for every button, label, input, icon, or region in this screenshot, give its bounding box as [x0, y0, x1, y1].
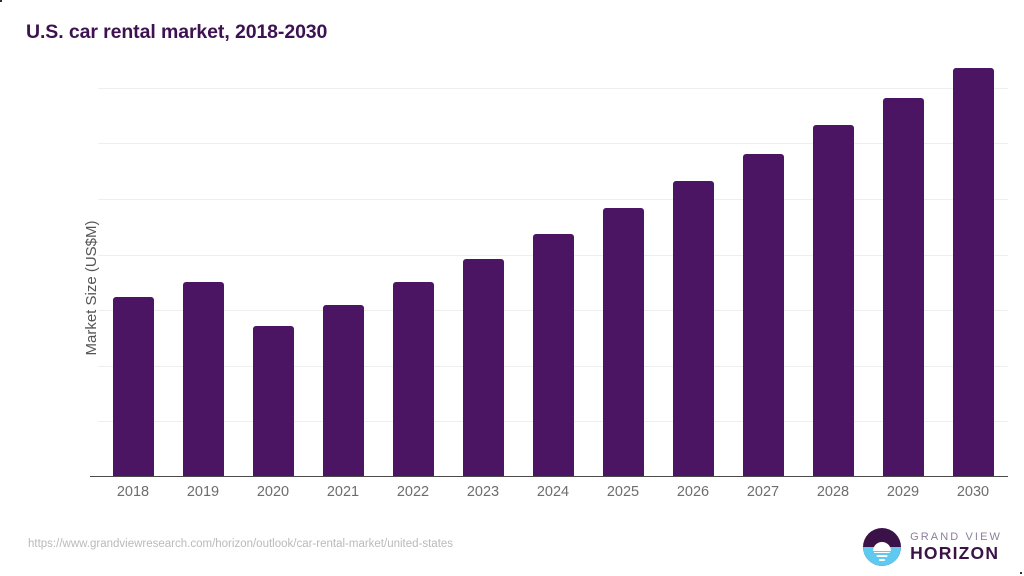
bar-2021[interactable]: [322, 304, 364, 477]
corner-marker-bottom-right: [1020, 572, 1022, 574]
x-axis-line: [90, 475, 1008, 477]
x-tick-label-2027: 2027: [746, 484, 780, 500]
x-tick-label-2022: 2022: [396, 484, 430, 500]
page-title: U.S. car rental market, 2018-2030: [26, 21, 328, 43]
logo-ray-1: [874, 551, 891, 554]
x-tick-label-2028: 2028: [816, 484, 850, 500]
gridline: [98, 143, 1008, 145]
bar-2022[interactable]: [392, 281, 434, 477]
logo-ray-3: [879, 559, 886, 561]
x-tick-label-2021: 2021: [326, 484, 360, 500]
bar-2028[interactable]: [812, 125, 854, 477]
bar-2023[interactable]: [462, 258, 504, 477]
bar-2030[interactable]: [952, 68, 994, 477]
plot-area: 010k20k30k40k50k60k70k 20182019202020212…: [90, 60, 1008, 500]
x-tick-label-2030: 2030: [956, 484, 990, 500]
gridline: [98, 87, 1008, 89]
corner-marker-top-left: [0, 0, 2, 2]
x-tick-label-2020: 2020: [256, 484, 290, 500]
bar-2019[interactable]: [182, 282, 224, 477]
bar-2025[interactable]: [602, 207, 644, 477]
x-tick-label-2019: 2019: [186, 484, 220, 500]
x-tick-label-2026: 2026: [676, 484, 710, 500]
logo-sun: [873, 542, 892, 552]
logo-line-1: GRAND VIEW: [910, 531, 1002, 544]
gridline: [98, 199, 1008, 200]
logo-line-2: HORIZON: [910, 542, 1000, 563]
grand-view-horizon-sun-icon: [863, 528, 902, 566]
x-tick-label-2018: 2018: [116, 484, 150, 500]
logo-wordmark: GRAND VIEW HORIZON: [910, 531, 1002, 563]
bar-2027[interactable]: [742, 153, 784, 477]
x-tick-label-2024: 2024: [536, 484, 570, 500]
brand-logo[interactable]: GRAND VIEW HORIZON: [863, 527, 1002, 567]
bar-2024[interactable]: [532, 234, 574, 477]
bar-2026[interactable]: [672, 181, 714, 477]
bar-2018[interactable]: [112, 296, 154, 477]
plot-inner: [90, 60, 1008, 477]
x-tick-label-2029: 2029: [886, 484, 920, 500]
x-tick-label-2023: 2023: [466, 484, 500, 500]
x-tick-label-2025: 2025: [606, 484, 640, 500]
bar-2029[interactable]: [882, 97, 924, 477]
bar-2020[interactable]: [252, 325, 294, 477]
logo-ray-2: [876, 555, 888, 557]
source-url[interactable]: https://www.grandviewresearch.com/horizo…: [28, 538, 454, 550]
